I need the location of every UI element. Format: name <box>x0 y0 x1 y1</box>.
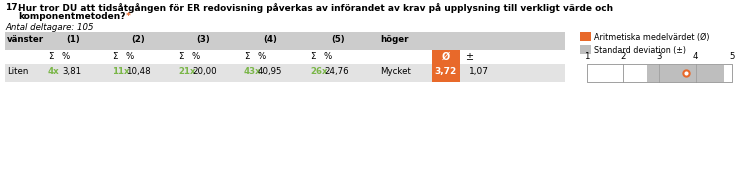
Text: (2): (2) <box>131 35 145 44</box>
Text: (5): (5) <box>331 35 345 44</box>
Bar <box>432 64 460 82</box>
Text: ±: ± <box>465 52 473 62</box>
Text: Antal deltagare: 105: Antal deltagare: 105 <box>5 23 93 32</box>
Text: Σ: Σ <box>48 52 54 61</box>
Text: Σ: Σ <box>112 52 118 61</box>
Text: höger: höger <box>380 35 409 44</box>
Text: 20,00: 20,00 <box>192 67 217 76</box>
Text: 11x: 11x <box>112 67 129 76</box>
Text: 5: 5 <box>729 52 735 61</box>
Text: 17.: 17. <box>5 3 21 12</box>
Text: vänster: vänster <box>7 35 44 44</box>
Text: 3,81: 3,81 <box>62 67 81 76</box>
Bar <box>5 64 565 82</box>
Text: 26x: 26x <box>310 67 328 76</box>
Text: 24,76: 24,76 <box>324 67 348 76</box>
Text: %: % <box>192 52 200 61</box>
Text: %: % <box>258 52 266 61</box>
Text: 40,95: 40,95 <box>258 67 282 76</box>
Bar <box>432 50 460 64</box>
Bar <box>580 45 591 54</box>
Text: %: % <box>324 52 332 61</box>
Text: 3,72: 3,72 <box>435 67 457 76</box>
Text: komponentmetoden?: komponentmetoden? <box>18 12 126 21</box>
Text: Σ: Σ <box>310 52 315 61</box>
Text: *: * <box>123 12 132 21</box>
Bar <box>5 32 565 50</box>
Bar <box>587 64 732 82</box>
Text: 43x: 43x <box>244 67 262 76</box>
Text: Hur tror DU att tidsåtgången för ER redovisning påverkas av införandet av krav p: Hur tror DU att tidsåtgången för ER redo… <box>18 3 613 13</box>
Text: (3): (3) <box>196 35 210 44</box>
Text: Σ: Σ <box>244 52 249 61</box>
Text: 4x: 4x <box>48 67 60 76</box>
Text: 4: 4 <box>693 52 698 61</box>
Text: 1: 1 <box>584 52 589 61</box>
Text: Mycket: Mycket <box>380 67 411 76</box>
Text: (4): (4) <box>263 35 277 44</box>
Text: 2: 2 <box>620 52 626 61</box>
Text: 21x: 21x <box>178 67 196 76</box>
Text: Σ: Σ <box>178 52 184 61</box>
Bar <box>647 64 725 82</box>
Bar <box>5 50 565 64</box>
Text: %: % <box>62 52 71 61</box>
Text: 3: 3 <box>657 52 662 61</box>
Text: (1): (1) <box>66 35 80 44</box>
Text: 1,07: 1,07 <box>469 67 489 76</box>
Bar <box>580 32 591 41</box>
Bar <box>587 64 732 82</box>
Text: Ø: Ø <box>442 52 450 62</box>
Text: Standard deviation (±): Standard deviation (±) <box>594 46 686 55</box>
Text: Liten: Liten <box>7 67 29 76</box>
Text: %: % <box>126 52 135 61</box>
Text: 10,48: 10,48 <box>126 67 151 76</box>
Text: Aritmetiska medelvärdet (Ø): Aritmetiska medelvärdet (Ø) <box>594 33 709 42</box>
